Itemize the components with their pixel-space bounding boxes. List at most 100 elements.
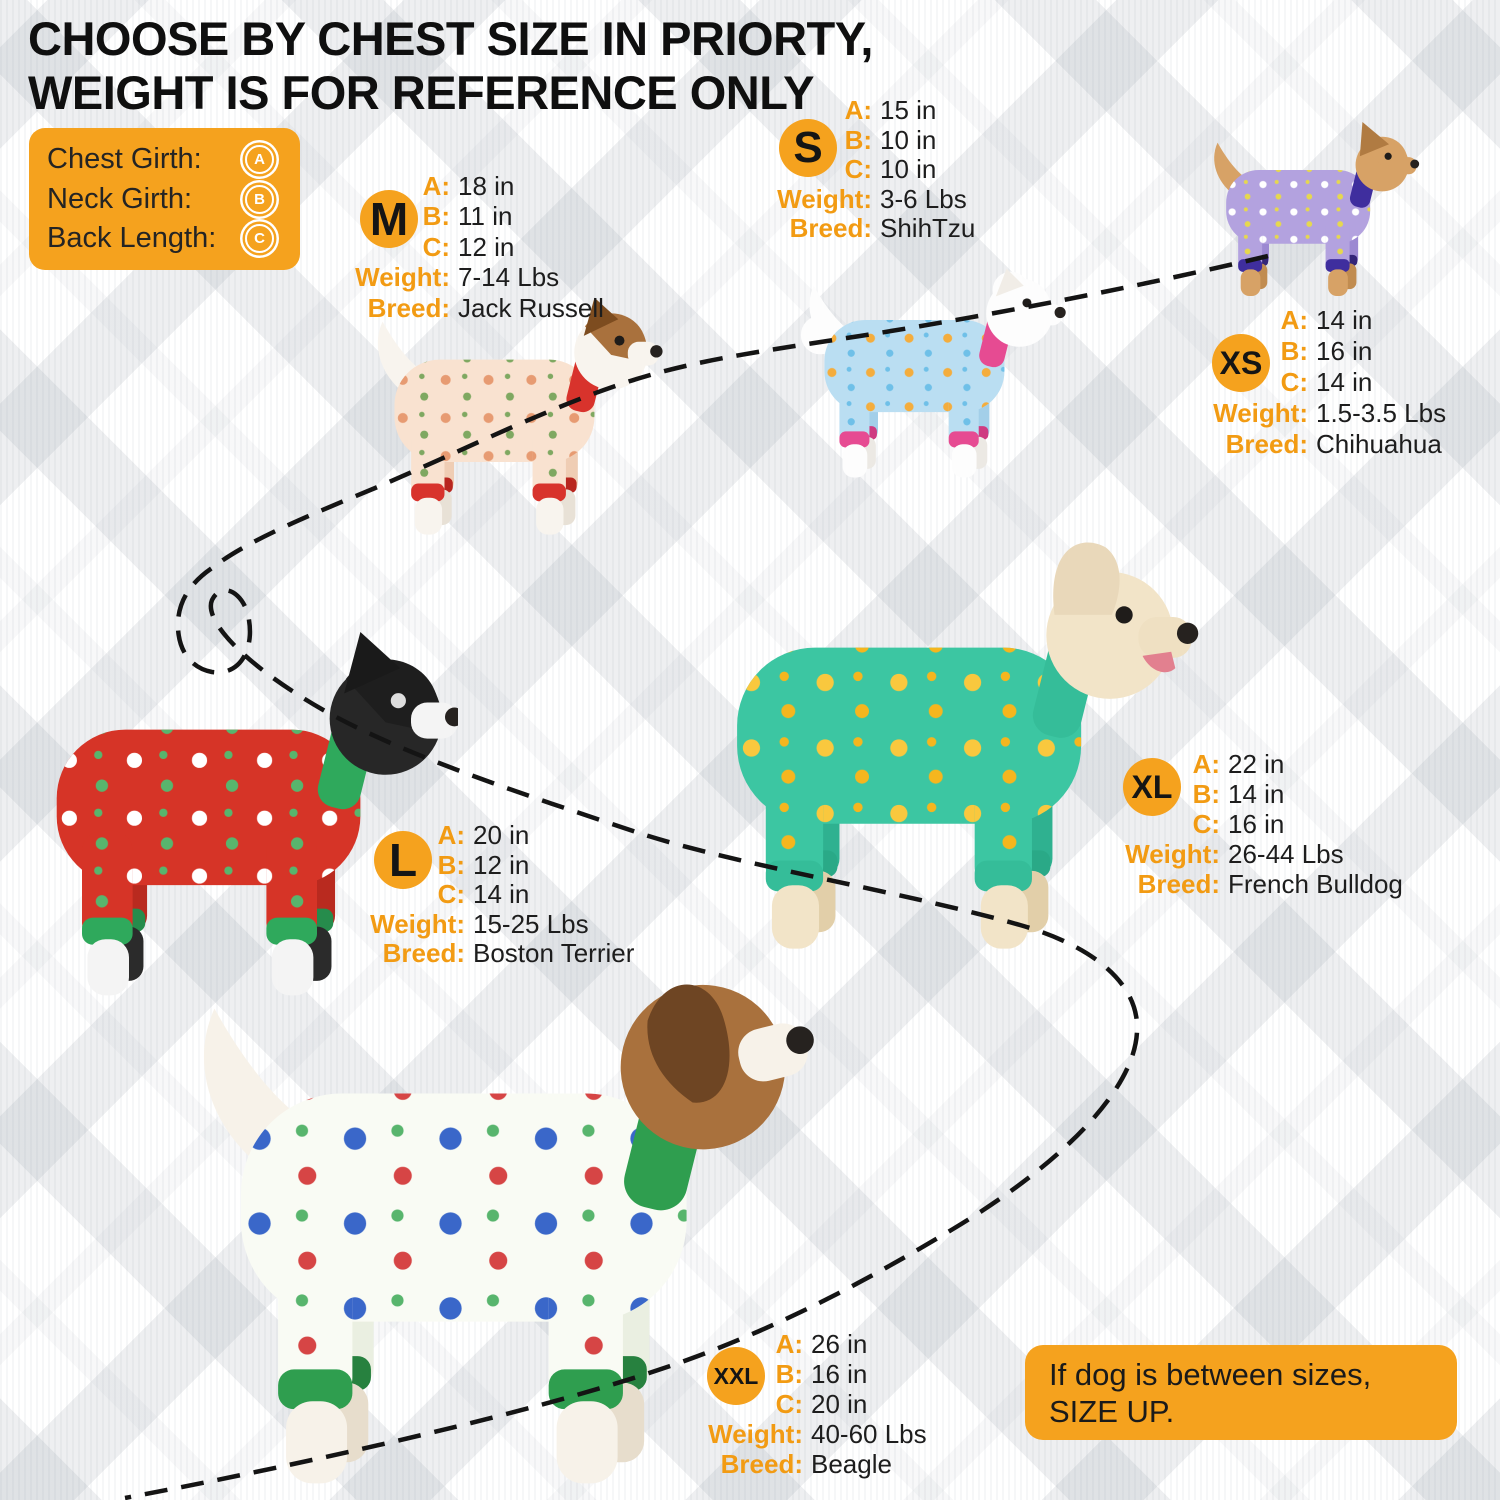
spec-value: 12 in (473, 849, 530, 880)
spec-row-weight: Weight: 7-14 Lbs (300, 262, 604, 294)
spec-label: B: (844, 124, 872, 155)
spec-label: B: (1192, 778, 1220, 809)
spec-row-neck: B: 11 in (300, 201, 604, 233)
spec-value: 16 in (1228, 808, 1285, 839)
spec-label: Breed: (1225, 429, 1308, 459)
spec-row-weight: Weight: 26-44 Lbs (1070, 839, 1403, 869)
dog-head (1046, 542, 1199, 699)
spec-label: B: (422, 201, 450, 232)
spec-value: 1.5-3.5 Lbs (1316, 398, 1447, 428)
spec-value: 16 in (1316, 336, 1373, 366)
page-title-line-1: CHOOSE BY CHEST SIZE IN PRIORTY, (28, 12, 873, 65)
size-badge-m: M (360, 190, 418, 248)
circled-c-icon: C (245, 224, 274, 254)
spec-value: 11 in (458, 201, 513, 232)
spec-value: Jack Russell (458, 292, 604, 323)
spec-label: A: (1192, 748, 1220, 779)
spec-value: 14 in (1316, 367, 1373, 397)
spec-label: Breed: (720, 1448, 803, 1479)
spec-value: 20 in (811, 1388, 868, 1419)
size-up-note: If dog is between sizes, SIZE UP. (1025, 1345, 1457, 1440)
circled-a-icon: A (245, 144, 274, 174)
spec-label: Weight: (708, 1418, 803, 1449)
spec-value: 10 in (880, 154, 937, 185)
spec-label: A: (1280, 305, 1308, 335)
spec-row-back: C: 20 in (653, 1389, 927, 1419)
spec-label: Weight: (370, 908, 465, 939)
legend-label: Neck Girth: (47, 182, 193, 215)
spec-value: 15 in (880, 95, 937, 126)
spec-row-chest: A: 14 in (1158, 305, 1446, 336)
spec-label: A: (844, 95, 872, 126)
spec-label: A: (775, 1328, 803, 1359)
legend-item-chest-girth: Chest Girth: A (47, 143, 280, 176)
spec-row-breed: Breed: Jack Russell (300, 293, 604, 324)
spec-row-breed: Breed: Beagle (653, 1449, 927, 1479)
spec-label: A: (437, 820, 465, 851)
page-title-line-2: WEIGHT IS FOR REFERENCE ONLY (28, 66, 814, 119)
dog-head (986, 268, 1066, 347)
spec-row-chest: A: 20 in (315, 820, 634, 851)
size-specs-xxl: A: 26 in B: 16 in C: 20 in Weight: 40-60 Lbs… (653, 1329, 927, 1479)
spec-value: Boston Terrier (473, 938, 635, 969)
spec-row-chest: A: 18 in (300, 171, 604, 202)
spec-value: 7-14 Lbs (458, 262, 560, 293)
spec-value: 16 in (811, 1358, 868, 1389)
spec-value: French Bulldog (1228, 868, 1403, 899)
spec-value: Chihuahua (1316, 429, 1442, 459)
spec-row-chest: A: 15 in (722, 95, 975, 126)
spec-value: 26 in (811, 1328, 868, 1359)
dog-illustration (1214, 122, 1420, 296)
spec-row-neck: B: 14 in (1070, 779, 1403, 809)
dog-shihtzu-size-s (778, 260, 1068, 485)
size-specs-m: A: 18 in B: 11 in C: 12 in Weight: 7-14 Lbs … (300, 171, 604, 324)
spec-label: A: (422, 170, 450, 201)
spec-row-chest: A: 22 in (1070, 749, 1403, 779)
spec-label: Weight: (355, 262, 450, 293)
spec-label: B: (1280, 336, 1308, 366)
spec-row-breed: Breed: Chihuahua (1158, 429, 1446, 460)
spec-value: Beagle (811, 1448, 892, 1479)
spec-row-weight: Weight: 15-25 Lbs (315, 908, 634, 940)
spec-label: Breed: (1137, 868, 1220, 899)
spec-row-weight: Weight: 40-60 Lbs (653, 1419, 927, 1449)
spec-row-back: C: 14 in (1158, 367, 1446, 398)
spec-row-back: C: 14 in (315, 879, 634, 910)
legend-label: Back Length: (47, 222, 217, 255)
dog-jack-russell-size-m (345, 293, 663, 543)
spec-row-weight: Weight: 3-6 Lbs (722, 183, 975, 215)
spec-label: C: (437, 879, 465, 910)
spec-label: C: (844, 154, 872, 185)
circled-b-icon: B (245, 184, 274, 214)
spec-label: Weight: (1213, 398, 1308, 428)
spec-row-chest: A: 26 in (653, 1329, 927, 1359)
spec-value: 14 in (1316, 305, 1373, 335)
spec-value: 40-60 Lbs (811, 1418, 927, 1449)
spec-row-breed: Breed: ShihTzu (722, 213, 976, 244)
dog-ear (1053, 542, 1120, 615)
spec-row-breed: Breed: French Bulldog (1070, 869, 1403, 899)
dog-chihuahua-size-xs (1165, 122, 1445, 302)
spec-label: C: (775, 1388, 803, 1419)
legend-item-back-length: Back Length: C (47, 222, 280, 255)
legend-item-neck-girth: Neck Girth: B (47, 183, 280, 216)
dog-ear (1359, 122, 1389, 157)
size-specs-s: A: 15 in B: 10 in C: 10 in Weight: 3-6 Lbs B… (722, 95, 976, 244)
spec-row-neck: B: 16 in (653, 1359, 927, 1389)
spec-value: 3-6 Lbs (880, 183, 967, 214)
spec-row-neck: B: 16 in (1158, 336, 1446, 367)
spec-value: 12 in (458, 231, 515, 262)
spec-label: Weight: (777, 183, 872, 214)
spec-value: 26-44 Lbs (1228, 838, 1344, 869)
dog-head (329, 632, 458, 775)
legend-label: Chest Girth: (47, 142, 202, 175)
spec-value: ShihTzu (880, 213, 976, 244)
spec-value: 14 in (473, 879, 530, 910)
spec-value: 20 in (473, 820, 530, 851)
size-badge-s: S (779, 119, 837, 177)
spec-value: 15-25 Lbs (473, 908, 589, 939)
spec-label: B: (437, 849, 465, 880)
spec-value: 22 in (1228, 748, 1285, 779)
spec-row-neck: B: 12 in (315, 849, 634, 881)
